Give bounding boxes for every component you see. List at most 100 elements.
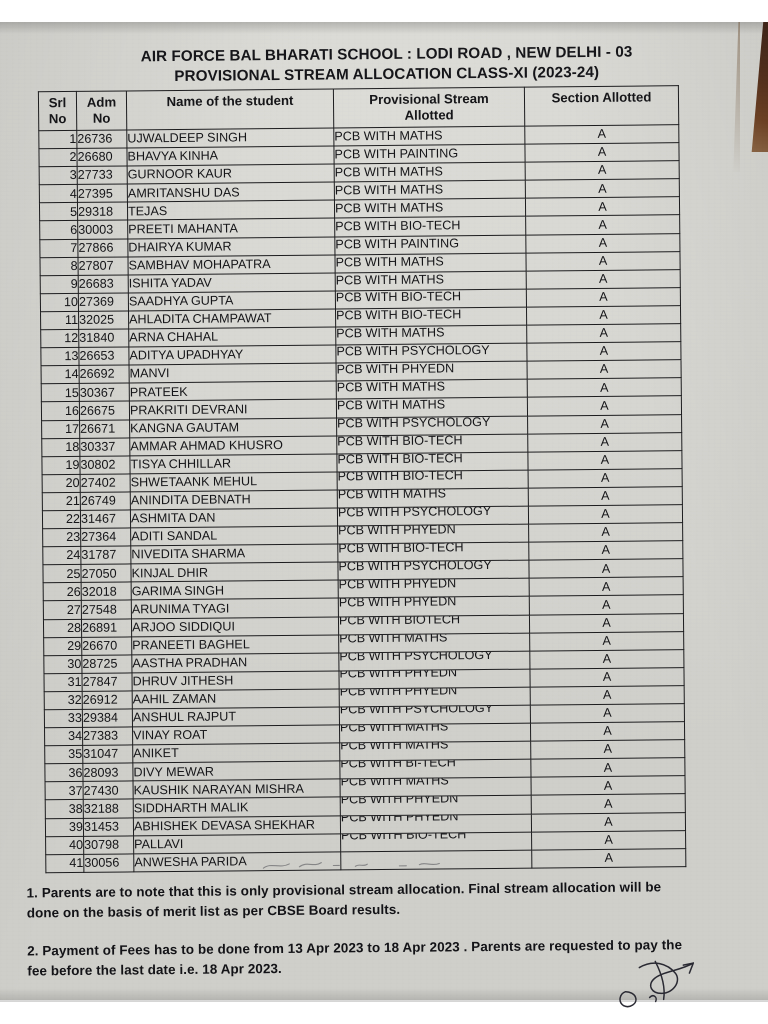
provisional-stream-text: PCB WITH PSYCHOLOGY	[339, 650, 493, 663]
student-name-text: PALLAVI	[134, 836, 184, 852]
provisional-stream-text: PCB WITH MATHS	[334, 182, 444, 198]
cell-srl-no: 6	[39, 220, 78, 240]
cell-student-name: MANVI	[129, 363, 337, 384]
cell-srl-no: 4	[39, 184, 78, 204]
cell-srl-no: 7	[39, 238, 78, 258]
cell-student-name: GARIMA SINGH	[131, 580, 339, 601]
cell-provisional-stream: PCB WITH MATHS	[334, 180, 526, 201]
student-name-text: UJWALDEEP SINGH	[127, 130, 248, 146]
cell-provisional-stream: PCB WITH PHYEDN	[340, 795, 532, 816]
cell-provisional-stream: PCB WITH BIO-TECH	[337, 542, 529, 563]
provisional-stream-text: PCB WITH BIOTECH	[338, 614, 461, 628]
cell-srl-no: 2	[38, 148, 78, 167]
cell-provisional-stream: PCB WITH BIO-TECH	[335, 288, 527, 309]
cell-section-allotted: A	[530, 721, 685, 742]
student-name-text: AHLADITA CHAMPAWAT	[129, 311, 272, 327]
cell-adm-no: 27807	[77, 256, 129, 276]
cell-provisional-stream: PCB WITH PSYCHOLOGY	[338, 650, 530, 671]
cell-section-allotted: A	[525, 233, 680, 253]
cell-adm-no: 27866	[77, 238, 128, 258]
provisional-stream-text: PCB WITH PHYEDN	[340, 813, 459, 825]
student-name-text: PRANEETI BAGHEL	[132, 637, 250, 653]
cell-student-name: DIVY MEWAR	[132, 761, 341, 782]
cell-provisional-stream: PCB WITH BIOTECH	[338, 614, 530, 635]
cell-student-name: TEJAS	[127, 200, 335, 221]
cell-adm-no: 32025	[78, 310, 129, 330]
header-name-text: Name of the student	[166, 92, 294, 110]
student-name-text: AMRITANSHU DAS	[127, 184, 240, 200]
cell-srl-no: 8	[39, 257, 79, 276]
cell-student-name: DHRUV JITHESH	[131, 670, 340, 691]
student-name-text: ABHISHEK DEVASA SHEKHAR	[133, 817, 316, 834]
cell-student-name: KINJAL DHIR	[130, 562, 339, 583]
provisional-stream-text: PCB WITH MATHS	[336, 379, 446, 395]
student-name-text: ANWESHA PARIDA	[134, 854, 247, 870]
cell-adm-no: 26671	[79, 419, 130, 439]
cell-srl-no: 13	[40, 347, 80, 367]
table-header: Srl No Adm No Name of th	[38, 85, 679, 131]
cell-adm-no: 27402	[80, 473, 131, 493]
provisional-stream-text: PCB WITH PSYCHOLOGY	[337, 506, 492, 520]
header-adm-line2: No	[92, 110, 111, 126]
stream-allocation-table: Srl No Adm No Name of th	[38, 85, 686, 873]
cell-section-allotted: A	[527, 396, 682, 416]
cell-student-name: ASHMITA DAN	[130, 507, 338, 529]
cell-student-name: SAADHYA GUPTA	[128, 290, 336, 311]
cell-srl-no: 19	[41, 456, 81, 475]
cell-student-name: ANSHUL RAJPUT	[132, 706, 340, 728]
cell-student-name: SIDDHARTH MALIK	[133, 797, 341, 818]
cell-section-allotted: A	[531, 794, 686, 814]
cell-section-allotted: A	[527, 414, 682, 434]
provisional-stream-text: PCB WITH MATHS	[336, 325, 445, 341]
provisional-stream-text: PCB WITH MATHS	[335, 271, 444, 287]
cell-adm-no: 26675	[79, 401, 130, 420]
cell-srl-no: 24	[42, 546, 81, 566]
cell-srl-no: 11	[40, 311, 79, 330]
cell-srl-no: 3	[39, 166, 78, 186]
cell-student-name: AASTHA PRADHAN	[131, 652, 339, 673]
student-name-text: ADITYA UPADHYAY	[129, 347, 244, 363]
cell-student-name: AMRITANSHU DAS	[127, 182, 335, 203]
provisional-stream-text: PCB WITH MATHS	[339, 723, 449, 735]
student-name-text: TEJAS	[127, 203, 168, 219]
cell-adm-no: 28725	[81, 654, 132, 674]
cell-section-allotted: A	[525, 178, 680, 199]
cell-section-allotted: A	[528, 558, 684, 579]
cell-student-name: KAUSHIK NARAYAN MISHRA	[133, 779, 341, 800]
table-body: 1 26736 UJWALDEEP SINGH PCB WITH MATHS A 2 266…	[38, 124, 686, 873]
cell-provisional-stream: PCB WITH PHYEDN	[336, 361, 528, 382]
cell-student-name: PREETI MAHANTA	[127, 218, 335, 239]
header-srl-line1: Srl	[48, 95, 67, 111]
cell-adm-no: 27548	[81, 600, 132, 619]
cell-student-name: UJWALDEEP SINGH	[126, 127, 334, 149]
cell-srl-no: 40	[45, 836, 84, 855]
student-name-text: ISHITA YADAV	[128, 275, 212, 291]
cell-srl-no: 34	[44, 727, 83, 746]
cell-srl-no: 27	[43, 600, 82, 620]
cell-srl-no: 32	[44, 691, 83, 710]
cell-adm-no: 30003	[77, 220, 128, 239]
cell-adm-no: 26891	[81, 618, 132, 638]
stream-allocation-table-wrapper: Srl No Adm No Name of th	[38, 85, 686, 873]
header-stream-line1: Provisional Stream	[369, 90, 489, 108]
cell-provisional-stream: PCB WITH PHYEDN	[338, 578, 530, 599]
cell-section-allotted: A	[525, 215, 680, 235]
cell-section-allotted: A	[525, 251, 681, 271]
cell-provisional-stream: PCB WITH PAINTING	[334, 234, 526, 255]
student-name-text: PRAKRITI DEVRANI	[129, 401, 248, 418]
cell-student-name: VINAY ROAT	[132, 725, 340, 746]
provisional-stream-text: PCB WITH MATHS	[339, 632, 448, 646]
student-name-text: KINJAL DHIR	[131, 565, 209, 580]
cell-provisional-stream: PCB WITH PHYEDN	[338, 596, 530, 617]
cell-student-name: PRAKRITI DEVRANI	[129, 399, 337, 420]
cell-srl-no: 26	[43, 582, 82, 602]
cell-student-name: ARUNIMA TYAGI	[131, 598, 339, 619]
provisional-stream-text: PCB WITH PHYEDN	[338, 578, 457, 592]
cell-section-allotted: A	[529, 667, 685, 688]
cell-student-name: ANIKET	[132, 743, 340, 764]
provisional-stream-text: PCB WITH BIO-TECH	[338, 542, 464, 556]
cell-section-allotted: A	[529, 649, 684, 669]
paper-sheet	[0, 22, 768, 1000]
cell-section-allotted: A	[529, 613, 684, 633]
provisional-stream-text: PCB WITH BIO-TECH	[335, 218, 461, 234]
